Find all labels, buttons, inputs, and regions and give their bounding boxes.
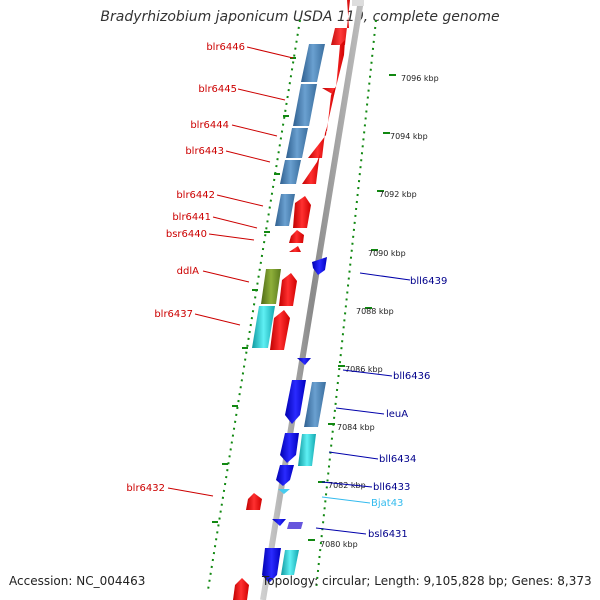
gene-label: bll6436	[393, 371, 430, 382]
kbp-label: 7090 kbp	[368, 249, 406, 258]
kbp-label: 7082 kbp	[328, 481, 366, 490]
cds-arrow-reverse[interactable]	[280, 433, 299, 463]
steelblue-feature[interactable]	[304, 382, 326, 427]
cds-arrow-forward[interactable]	[313, 86, 336, 131]
steelblue-feature[interactable]	[286, 128, 308, 158]
kbp-label: 7084 kbp	[337, 423, 375, 432]
right-leader-lines	[315, 272, 411, 535]
misc-features[interactable]	[252, 269, 316, 575]
cds-arrow-forward[interactable]	[270, 310, 290, 350]
cds-arrow-reverse[interactable]	[272, 519, 286, 526]
gene-label: blr6437	[154, 309, 193, 320]
outer-dotted-ring	[315, 19, 377, 591]
inner-dotted-ring	[207, 19, 301, 591]
cds-arrow-reverse[interactable]	[285, 380, 306, 424]
gene-label: bsr6440	[166, 229, 207, 240]
cds-arrow-forward[interactable]	[233, 578, 249, 600]
cds-arrow-reverse[interactable]	[276, 465, 294, 486]
gene-label: ddlA	[177, 266, 199, 277]
cds-arrow-forward[interactable]	[322, 40, 345, 95]
cds-arrow-forward[interactable]	[293, 196, 311, 228]
cyan-feature[interactable]	[281, 550, 299, 575]
gene-label: leuA	[386, 409, 408, 420]
olive-feature[interactable]	[261, 269, 281, 304]
cds-arrow-forward[interactable]	[289, 230, 304, 243]
cds-arrow-forward[interactable]	[331, 0, 350, 45]
kbp-labels: 7096 kbp 7094 kbp 7092 kbp 7090 kbp 7088…	[320, 74, 439, 549]
genome-title: Bradyrhizobium japonicum USDA 110, compl…	[100, 9, 500, 25]
gene-label: bll6433	[373, 482, 410, 493]
reverse-cds-features[interactable]	[262, 257, 327, 583]
topology-text: Topology: circular; Length: 9,105,828 bp…	[262, 574, 592, 588]
cds-arrow-forward[interactable]	[289, 246, 301, 252]
gene-label: blr6443	[185, 146, 224, 157]
steelblue-feature[interactable]	[280, 160, 301, 184]
cyan-feature[interactable]	[298, 434, 316, 466]
cds-arrow-forward[interactable]	[246, 493, 262, 510]
gene-label: bll6439	[410, 276, 447, 287]
genome-backbone	[260, 0, 364, 600]
gene-label: Bjat43	[371, 498, 403, 509]
gene-label: blr6446	[206, 42, 245, 53]
gene-label: blr6445	[198, 84, 237, 95]
kbp-label: 7092 kbp	[379, 190, 417, 199]
left-leader-lines	[167, 46, 294, 497]
cds-arrow-reverse[interactable]	[262, 548, 281, 583]
gene-label: bsl6431	[368, 529, 408, 540]
cds-arrow-forward[interactable]	[308, 127, 327, 158]
right-gene-labels: bll6439 bll6436 leuA bll6434 bll6433 Bja…	[368, 276, 447, 540]
forward-cds-features[interactable]	[233, 0, 350, 600]
gene-label: bll6434	[379, 454, 416, 465]
cyan-rna-feature[interactable]	[278, 489, 290, 494]
kbp-label: 7094 kbp	[390, 132, 428, 141]
cds-arrow-reverse[interactable]	[297, 358, 311, 365]
cds-arrow-reverse[interactable]	[312, 257, 327, 275]
cds-arrow-forward[interactable]	[279, 273, 297, 306]
kbp-label: 7096 kbp	[401, 74, 439, 83]
steelblue-feature[interactable]	[275, 194, 295, 226]
kbp-label: 7086 kbp	[345, 365, 383, 374]
kbp-label: 7088 kbp	[356, 307, 394, 316]
truncated-feature	[352, 0, 364, 6]
gene-label: blr6444	[190, 120, 229, 131]
gene-label: blr6442	[176, 190, 215, 201]
steelblue-features[interactable]	[275, 44, 326, 427]
steelblue-feature[interactable]	[293, 84, 317, 126]
steelblue-feature[interactable]	[301, 44, 325, 82]
accession-text: Accession: NC_004463	[9, 574, 146, 588]
cyan-feature[interactable]	[252, 306, 275, 348]
left-gene-labels: blr6446 blr6445 blr6444 blr6443 blr6442 …	[126, 42, 245, 494]
cds-arrow-reverse[interactable]	[287, 522, 303, 529]
kbp-label: 7080 kbp	[320, 540, 358, 549]
cds-arrow-forward[interactable]	[302, 154, 320, 184]
gene-label: blr6441	[172, 212, 211, 223]
gene-label: blr6432	[126, 483, 165, 494]
